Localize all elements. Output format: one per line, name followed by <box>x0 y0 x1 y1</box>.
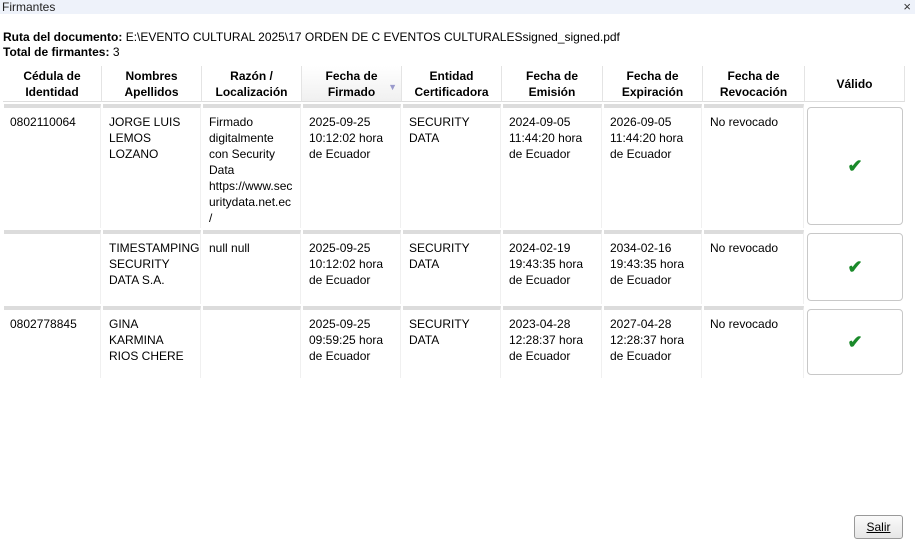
total-label: Total de firmantes: <box>3 45 110 59</box>
column-header[interactable]: Cédula de Identidad <box>3 66 102 102</box>
cell-text: 0802110064 <box>10 115 76 129</box>
table-cell-razon <box>203 306 301 378</box>
table-cell-expiracion: 2034-02-16 19:43:35 hora de Ecuador <box>604 230 702 304</box>
cell-text: 2025-09-25 10:12:02 hora de Ecuador <box>309 241 384 287</box>
column-header-label: Válido <box>836 76 873 91</box>
column-header-label: Fecha de Revocación <box>719 68 788 99</box>
window-title: Firmantes <box>2 0 56 14</box>
cell-text: TIMESTAMPING SECURITY DATA S.A. <box>109 241 200 287</box>
column-header[interactable]: Nombres Apellidos <box>102 66 202 102</box>
signer-count: Total de firmantes: 3 <box>3 45 120 59</box>
column-header-label: Nombres Apellidos <box>124 68 179 99</box>
column-header-label: Fecha de Firmado <box>325 68 378 99</box>
column-header[interactable]: Fecha de Revocación <box>703 66 805 102</box>
column-header[interactable]: Fecha de Emisión <box>502 66 603 102</box>
checkmark-icon: ✔ <box>847 331 863 352</box>
table-cell-revocacion: No revocado <box>704 306 804 378</box>
title-bar: Firmantes × <box>0 0 915 14</box>
table-cell-cedula: 0802778845 <box>4 306 101 378</box>
cell-text: No revocado <box>710 241 779 255</box>
table-cell-expiracion: 2027-04-28 12:28:37 hora de Ecuador <box>604 306 702 378</box>
column-header-label: Cédula de Identidad <box>23 68 81 99</box>
cell-text: SECURITY DATA <box>409 241 470 271</box>
table-cell-revocacion: No revocado <box>704 230 804 304</box>
cell-text: GINA KARMINA RIOS CHERE <box>109 317 184 363</box>
table-cell-expiracion: 2026-09-05 11:44:20 hora de Ecuador <box>604 104 702 228</box>
valid-button[interactable]: ✔ <box>807 309 903 375</box>
column-header-label: Fecha de Emisión <box>525 68 579 99</box>
column-header[interactable]: Razón / Localización <box>202 66 302 102</box>
column-header-label: Fecha de Expiración <box>621 68 684 99</box>
column-header[interactable]: Válido <box>805 66 905 102</box>
cell-text: 2024-02-19 19:43:35 hora de Ecuador <box>509 241 584 287</box>
cell-text: 2027-04-28 12:28:37 hora de Ecuador <box>610 317 685 363</box>
cell-text: 2025-09-25 09:59:25 hora de Ecuador <box>309 317 384 363</box>
sort-desc-icon: ▼ <box>388 82 397 92</box>
table-cell-entidad: SECURITY DATA <box>403 306 501 378</box>
valid-button[interactable]: ✔ <box>807 107 903 225</box>
table-cell-nombres: JORGE LUIS LEMOS LOZANO <box>103 104 201 228</box>
cell-text: No revocado <box>710 115 779 129</box>
table-cell-emision: 2024-09-05 11:44:20 hora de Ecuador <box>503 104 602 228</box>
valid-button[interactable]: ✔ <box>807 233 903 301</box>
table-cell-cedula <box>4 230 101 304</box>
checkmark-icon: ✔ <box>847 256 863 277</box>
table-cell-firmado: 2025-09-25 09:59:25 hora de Ecuador <box>303 306 401 378</box>
checkmark-icon: ✔ <box>847 155 863 176</box>
cell-text: 0802778845 <box>10 317 77 331</box>
cell-text: No revocado <box>710 317 779 331</box>
cell-text: 2026-09-05 11:44:20 hora de Ecuador <box>610 115 684 161</box>
cell-text: JORGE LUIS LEMOS LOZANO <box>109 115 181 161</box>
table-cell-nombres: TIMESTAMPING SECURITY DATA S.A. <box>103 230 201 304</box>
table-cell-razon: null null <box>203 230 301 304</box>
salir-button[interactable]: Salir <box>854 515 903 539</box>
table-cell-nombres: GINA KARMINA RIOS CHERE <box>103 306 201 378</box>
table-cell-emision: 2023-04-28 12:28:37 hora de Ecuador <box>503 306 602 378</box>
column-header-label: Razón / Localización <box>215 68 288 99</box>
cell-text: SECURITY DATA <box>409 115 470 145</box>
table-cell-cedula: 0802110064 <box>4 104 101 228</box>
column-header[interactable]: Fecha de Expiración <box>603 66 703 102</box>
table-cell-firmado: 2025-09-25 10:12:02 hora de Ecuador <box>303 230 401 304</box>
cell-text: 2034-02-16 19:43:35 hora de Ecuador <box>610 241 685 287</box>
cell-text: 2025-09-25 10:12:02 hora de Ecuador <box>309 115 384 161</box>
close-icon[interactable]: × <box>903 0 911 14</box>
path-value: E:\EVENTO CULTURAL 2025\17 ORDEN DE C EV… <box>125 30 620 44</box>
column-header[interactable]: Fecha de Firmado ▼ <box>302 66 402 102</box>
total-value: 3 <box>112 45 120 59</box>
table-cell-entidad: SECURITY DATA <box>403 104 501 228</box>
table-cell-firmado: 2025-09-25 10:12:02 hora de Ecuador <box>303 104 401 228</box>
table-cell-entidad: SECURITY DATA <box>403 230 501 304</box>
cell-text: null null <box>209 241 250 255</box>
document-path: Ruta del documento: E:\EVENTO CULTURAL 2… <box>3 30 620 44</box>
column-header[interactable]: Entidad Certificadora <box>402 66 502 102</box>
cell-text: 2024-09-05 11:44:20 hora de Ecuador <box>509 115 583 161</box>
column-header-label: Entidad Certificadora <box>414 68 489 99</box>
table-cell-razon: Firmado digitalmente con Security Data h… <box>203 104 301 228</box>
table-cell-emision: 2024-02-19 19:43:35 hora de Ecuador <box>503 230 602 304</box>
path-label: Ruta del documento: <box>3 30 123 44</box>
table-cell-revocacion: No revocado <box>704 104 804 228</box>
cell-text: 2023-04-28 12:28:37 hora de Ecuador <box>509 317 584 363</box>
cell-text: SECURITY DATA <box>409 317 470 347</box>
cell-text: Firmado digitalmente con Security Data h… <box>209 115 293 225</box>
